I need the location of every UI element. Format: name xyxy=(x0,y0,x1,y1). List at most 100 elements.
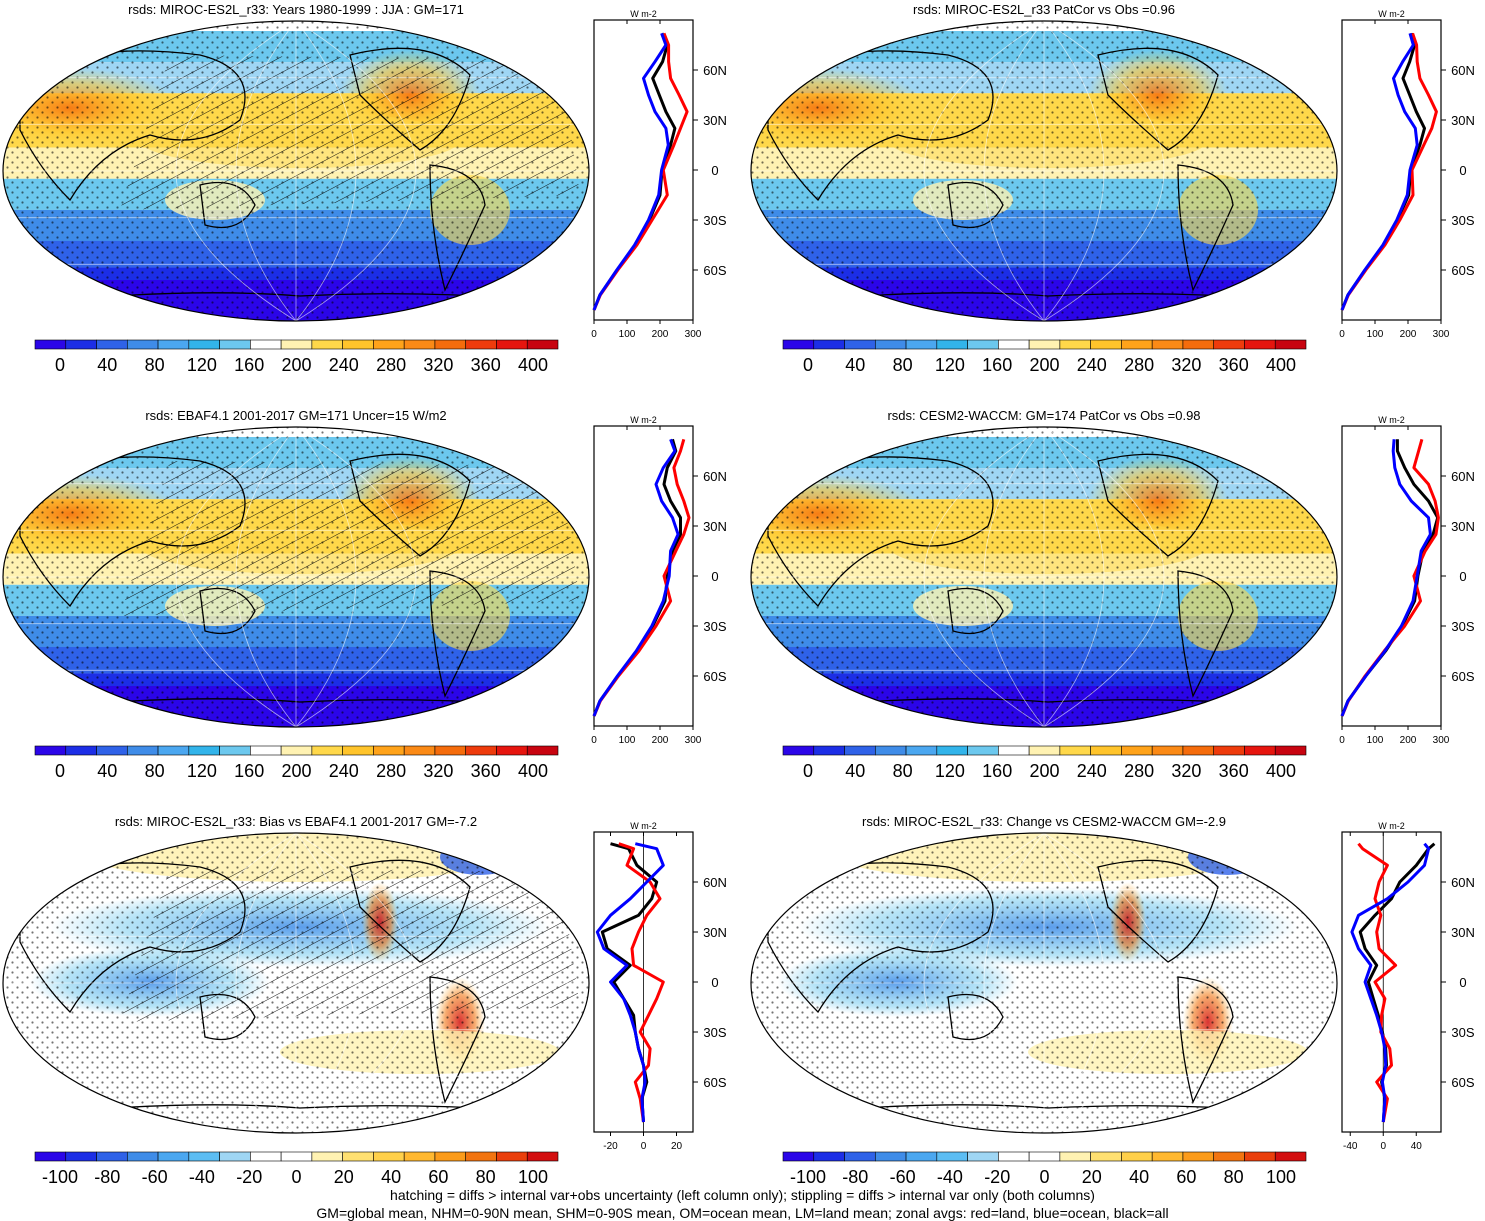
colorbar-swatch xyxy=(1244,1151,1276,1162)
colorbar-swatch xyxy=(936,339,968,350)
map-field xyxy=(3,833,589,1133)
colorbar-swatch xyxy=(434,745,467,756)
colorbar-tick-label: 0 xyxy=(803,761,813,781)
map-border xyxy=(750,832,1338,1134)
zonal-lat-tick: 30N xyxy=(703,925,727,940)
colorbar-swatch xyxy=(34,745,67,756)
colorbar-tick-label: 120 xyxy=(187,355,217,375)
panel-5: rsds: MIROC-ES2L_r33: Bias vs EBAF4.1 20… xyxy=(2,814,727,1187)
colorbar-swatch xyxy=(496,745,528,756)
zonal-mean-plot: W m-2 60N 30N 0 30S 60S 0 100 200 300 xyxy=(1339,415,1475,746)
colorbar-swatch xyxy=(526,339,559,350)
colorbar-swatch xyxy=(782,339,815,350)
colorbar-swatch xyxy=(157,339,190,350)
colorbar-swatch xyxy=(1151,339,1184,350)
colorbar-swatch xyxy=(34,339,67,350)
map-field xyxy=(751,833,1337,1133)
zonal-series-line xyxy=(1357,842,1398,1123)
colorbar-swatch xyxy=(219,1151,251,1162)
zonal-lat-tick: 60N xyxy=(703,469,727,484)
colorbar-tick-label: 100 xyxy=(518,1167,548,1187)
zonal-lat-tick: 30S xyxy=(703,1025,726,1040)
colorbar-swatch xyxy=(967,745,999,756)
colorbar-swatch xyxy=(157,1151,190,1162)
zonal-lat-tick: 60N xyxy=(703,875,727,890)
zonal-x-tick: 200 xyxy=(652,329,669,340)
zonal-lat-tick: 60N xyxy=(1451,469,1475,484)
colorbar-tick-label: 320 xyxy=(1171,761,1201,781)
colorbar-tick-label: 80 xyxy=(145,761,165,781)
panel-2: rsds: MIROC-ES2L_r33 PatCor vs Obs =0.96… xyxy=(750,2,1475,375)
colorbar-swatch xyxy=(465,745,497,756)
zonal-x-tick: 0 xyxy=(641,1141,647,1152)
colorbar-swatch xyxy=(874,339,907,350)
colorbar-tick-label: 80 xyxy=(476,1167,496,1187)
colorbar-tick-label: 160 xyxy=(982,761,1012,781)
zonal-lat-tick: 30N xyxy=(703,519,727,534)
zonal-x-tick: 100 xyxy=(619,735,636,746)
colorbar-swatch xyxy=(403,1151,436,1162)
colorbar-tick-label: 320 xyxy=(423,761,453,781)
colorbar-swatch xyxy=(311,745,343,756)
colorbar-swatch xyxy=(403,745,436,756)
colorbar-swatch xyxy=(1151,1151,1184,1162)
zonal-x-tick: 200 xyxy=(1400,735,1417,746)
colorbar-swatch xyxy=(1059,1151,1091,1162)
zonal-series-line xyxy=(1340,32,1419,311)
zonal-lat-tick: 60S xyxy=(703,1075,726,1090)
colorbar-swatch xyxy=(782,1151,815,1162)
colorbar-swatch xyxy=(967,1151,999,1162)
colorbar-tick-label: 80 xyxy=(893,761,913,781)
zonal-x-tick: 100 xyxy=(1367,735,1384,746)
colorbar-swatch xyxy=(905,339,938,350)
zonal-unit-label: W m-2 xyxy=(630,821,657,831)
panel-1: rsds: MIROC-ES2L_r33: Years 1980-1999 : … xyxy=(2,2,727,375)
colorbar-tick-label: 200 xyxy=(1029,761,1059,781)
colorbar-swatch xyxy=(998,745,1030,756)
colorbar-tick-label: -60 xyxy=(890,1167,916,1187)
colorbar-tick-label: -80 xyxy=(94,1167,120,1187)
colorbar-swatch xyxy=(1121,745,1153,756)
colorbar-tick-label: 200 xyxy=(281,761,311,781)
zonal-x-tick: 300 xyxy=(685,329,702,340)
colorbar-swatch xyxy=(434,1151,467,1162)
colorbar-swatch xyxy=(65,339,97,350)
colorbar-tick-label: 20 xyxy=(1082,1167,1102,1187)
colorbar-swatch xyxy=(1213,339,1245,350)
colorbar-swatch xyxy=(1274,745,1307,756)
colorbar-swatch xyxy=(1274,339,1307,350)
colorbar-tick-label: 400 xyxy=(1266,761,1296,781)
map-field xyxy=(751,427,1337,727)
zonal-lat-tick: 60S xyxy=(1451,1075,1474,1090)
zonal-lat-tick: 30S xyxy=(1451,619,1474,634)
colorbar-swatch xyxy=(1151,745,1184,756)
colorbar-tick-label: 400 xyxy=(1266,355,1296,375)
colorbar-tick-label: 0 xyxy=(803,355,813,375)
zonal-series-line xyxy=(592,438,680,717)
colorbar-tick-label: 280 xyxy=(376,355,406,375)
colorbar-tick-label: 0 xyxy=(291,1167,301,1187)
colorbar-swatch xyxy=(342,1151,374,1162)
colorbar-tick-label: 200 xyxy=(1029,355,1059,375)
zonal-x-tick: 200 xyxy=(1400,329,1417,340)
colorbar-tick-label: 40 xyxy=(845,761,865,781)
colorbar-tick-label: 40 xyxy=(1129,1167,1149,1187)
colorbar-swatch xyxy=(967,339,999,350)
map-border xyxy=(2,832,590,1134)
colorbar-swatch xyxy=(250,339,282,350)
colorbar-swatch xyxy=(434,339,467,350)
map-border xyxy=(2,426,590,728)
zonal-x-tick: 300 xyxy=(1433,735,1450,746)
zonal-lat-tick: 0 xyxy=(1459,975,1466,990)
colorbar-swatch xyxy=(1059,745,1091,756)
colorbar-tick-label: 80 xyxy=(893,355,913,375)
colorbar-swatch xyxy=(1059,339,1091,350)
zonal-series-line xyxy=(1350,842,1431,1123)
colorbar-swatch xyxy=(1090,1151,1122,1162)
colorbar-swatch xyxy=(219,745,251,756)
colorbar-swatch xyxy=(526,1151,559,1162)
colorbar-swatch xyxy=(1182,1151,1215,1162)
colorbar-swatch xyxy=(280,339,313,350)
zonal-series-line xyxy=(592,32,670,311)
